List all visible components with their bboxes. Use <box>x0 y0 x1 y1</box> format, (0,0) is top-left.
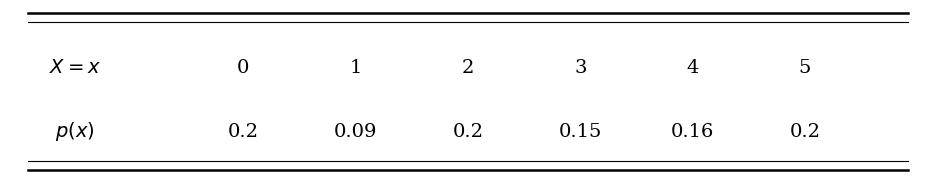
Text: 0.15: 0.15 <box>559 123 602 141</box>
Text: 0.2: 0.2 <box>789 123 821 141</box>
Text: 2: 2 <box>461 59 475 77</box>
Text: 5: 5 <box>798 59 812 77</box>
Text: 0.16: 0.16 <box>671 123 714 141</box>
Text: 0.2: 0.2 <box>452 123 484 141</box>
Text: 4: 4 <box>686 59 699 77</box>
Text: 0: 0 <box>237 59 250 77</box>
Text: $X = x$: $X = x$ <box>49 59 101 77</box>
Text: 3: 3 <box>574 59 587 77</box>
Text: 1: 1 <box>349 59 362 77</box>
Text: 0.2: 0.2 <box>227 123 259 141</box>
Text: 0.09: 0.09 <box>334 123 377 141</box>
Text: $p(x)$: $p(x)$ <box>55 120 95 143</box>
